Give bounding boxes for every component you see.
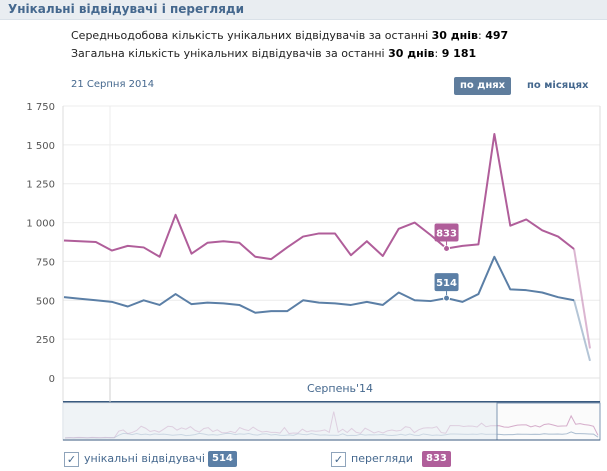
views-legend-label: перегляди: [351, 452, 413, 465]
avg-value: 497: [485, 29, 509, 42]
views-checkbox[interactable]: ✓: [331, 452, 346, 467]
avg-prefix: Середньодобова кількість унікальних відв…: [71, 29, 432, 42]
visitors-series-tail: [573, 300, 591, 362]
views-series-tail: [573, 248, 591, 349]
views-series-line: [63, 132, 575, 261]
visitors-highlight-badge: [434, 273, 459, 292]
avg-days: 30 днів: [431, 29, 478, 42]
visitors-legend-label: унікальні відвідувачі: [84, 452, 205, 465]
y-tick-label: 1 000: [26, 219, 55, 230]
navigator-mask: [64, 404, 497, 439]
x-axis: Серпень'14: [63, 377, 600, 403]
y-tick-label: 750: [36, 257, 55, 268]
total-days: 30 днів: [388, 47, 435, 60]
visitors-legend-value: 514: [208, 451, 237, 467]
by-months-button[interactable]: по місяцях: [527, 80, 589, 91]
views-highlight-label: 833: [436, 229, 457, 240]
by-days-button[interactable]: по днях: [454, 77, 512, 95]
y-tick-label: 0: [49, 374, 55, 385]
y-tick-label: 1 750: [26, 102, 55, 113]
navigator-panel[interactable]: [62, 402, 601, 441]
widget-header: Унікальні відвідувачі і перегляди: [0, 0, 607, 20]
visitors-highlight-point: [443, 294, 451, 302]
y-tick-label: 250: [36, 335, 55, 346]
total-sep: :: [434, 47, 442, 60]
visitors-series-line: [63, 255, 575, 314]
plot-area: 514 833: [63, 132, 591, 362]
total-value: 9 181: [441, 47, 477, 60]
avg-visitors-stat: Середньодобова кількість унікальних відв…: [71, 29, 508, 42]
visitors-checkbox[interactable]: ✓: [64, 452, 79, 467]
x-axis-label: Серпень'14: [307, 382, 373, 395]
widget-title: Унікальні відвідувачі і перегляди: [8, 2, 245, 16]
views-highlight-point: [443, 245, 451, 253]
total-visitors-stat: Загальна кількість унікальних відвідувач…: [71, 47, 476, 60]
y-tick-label: 1 500: [26, 141, 55, 152]
y-tick-label: 1 250: [26, 180, 55, 191]
date-label: 21 Серпня 2014: [71, 79, 155, 90]
y-axis-ticks: 0 250 500 750 1 000 1 250 1 500 1 750: [26, 102, 55, 385]
visitors-highlight-label: 514: [436, 278, 457, 289]
chart-grid: [62, 105, 601, 402]
avg-sep: :: [478, 29, 486, 42]
y-tick-label: 500: [36, 296, 55, 307]
views-legend-value: 833: [422, 451, 451, 467]
views-highlight-badge: [434, 223, 459, 242]
total-prefix: Загальна кількість унікальних відвідувач…: [71, 47, 389, 60]
